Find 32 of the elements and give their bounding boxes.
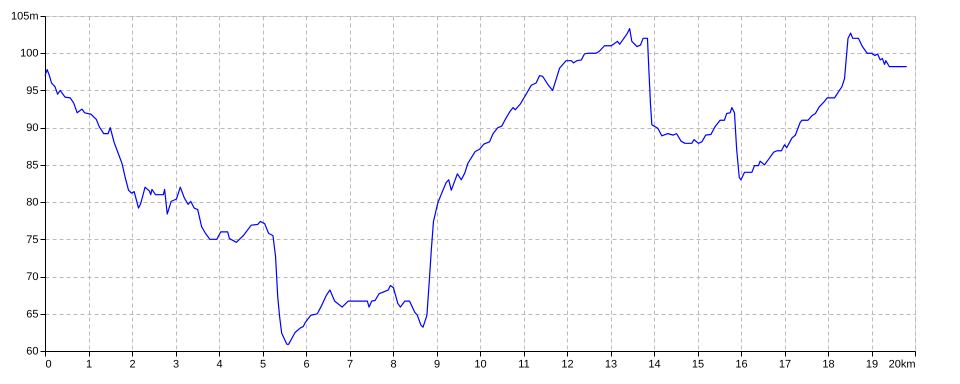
y-tick-label: 70	[26, 271, 38, 284]
x-tick-label: 10	[474, 358, 487, 370]
x-tick-label: 7	[346, 358, 354, 370]
x-tick-label: 8	[390, 358, 397, 370]
x-tick-label: 13	[604, 358, 618, 370]
y-tick-label: 85	[26, 159, 38, 172]
y-tick-label: 100	[20, 48, 38, 60]
y-tick-label: 75	[26, 234, 38, 246]
x-tick-label: 0	[46, 358, 52, 370]
x-tick-label: 17	[778, 358, 792, 370]
x-tick-label: 11	[518, 358, 530, 370]
x-tick-label: 6	[303, 358, 310, 370]
x-tick-label: 19	[866, 358, 878, 370]
x-tick-label: 20km	[888, 358, 916, 370]
y-tick-label: 90	[26, 122, 38, 134]
y-tick-label: 60	[26, 346, 38, 358]
y-tick-label: 95	[26, 84, 38, 97]
x-tick-label: 2	[129, 358, 136, 370]
x-tick-label: 18	[822, 358, 835, 370]
x-tick-label: 12	[561, 358, 574, 370]
x-tick-label: 14	[648, 358, 661, 370]
y-tick-label: 80	[26, 196, 38, 209]
y-tick-label: 105m	[10, 10, 38, 22]
x-tick-label: 1	[86, 358, 92, 370]
x-tick-label: 3	[172, 358, 180, 370]
y-tick-label: 65	[26, 308, 38, 320]
x-tick-label: 15	[692, 358, 704, 370]
line-series	[44, 28, 908, 345]
x-tick-label: 9	[434, 358, 440, 370]
x-tick-label: 5	[260, 358, 266, 370]
x-tick-label: 16	[735, 358, 748, 370]
x-tick-label: 4	[216, 358, 223, 370]
